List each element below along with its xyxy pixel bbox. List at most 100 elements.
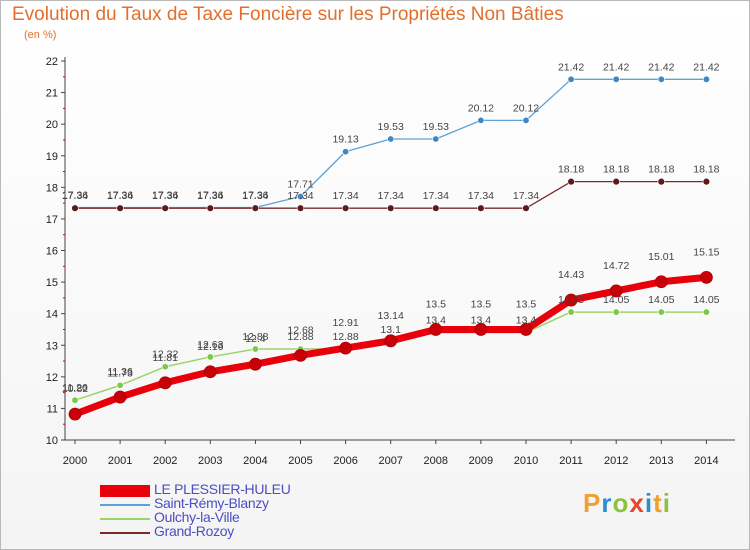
data-point xyxy=(432,204,440,212)
data-label: 13.14 xyxy=(378,310,404,322)
data-label: 11.26 xyxy=(62,382,88,394)
data-label: 17.34 xyxy=(423,190,449,202)
data-point xyxy=(612,177,620,186)
data-point xyxy=(429,323,443,336)
data-label: 13.5 xyxy=(516,298,537,310)
x-tick-label: 2009 xyxy=(469,455,493,467)
data-label: 17.34 xyxy=(62,190,88,202)
data-point xyxy=(342,148,350,156)
data-point xyxy=(519,323,533,336)
data-point xyxy=(477,204,485,212)
y-tick-label: 21 xyxy=(46,88,58,100)
data-point xyxy=(206,353,214,361)
data-label: 17.34 xyxy=(107,190,133,202)
data-label: 12.88 xyxy=(242,331,268,343)
data-label: 12.88 xyxy=(332,331,358,343)
chart-title: Evolution du Taux de Taxe Foncière sur l… xyxy=(12,4,564,25)
data-label: 15.01 xyxy=(648,251,674,263)
data-point xyxy=(702,75,710,83)
data-label: 12.68 xyxy=(287,324,313,336)
data-label: 13.5 xyxy=(471,298,492,310)
x-tick-label: 2004 xyxy=(243,455,267,467)
x-tick-label: 2011 xyxy=(559,455,583,467)
y-tick-label: 11 xyxy=(47,403,58,415)
data-label: 17.34 xyxy=(513,190,539,202)
chart-unit-label: (en %) xyxy=(24,29,57,41)
data-label: 17.36 xyxy=(107,190,133,202)
data-label: 17.34 xyxy=(332,190,358,202)
data-label: 12.32 xyxy=(152,349,178,361)
data-point xyxy=(251,345,259,353)
x-tick-label: 2002 xyxy=(153,455,177,467)
x-tick-label: 2012 xyxy=(604,455,628,467)
legend-swatch xyxy=(100,485,150,497)
x-tick-label: 2003 xyxy=(198,455,222,467)
data-label: 13.4 xyxy=(471,315,492,327)
data-label: 13.4 xyxy=(516,315,537,327)
data-point xyxy=(657,75,665,83)
data-point xyxy=(567,177,575,186)
data-label: 21.42 xyxy=(693,61,719,73)
data-point xyxy=(116,381,124,389)
y-tick-label: 19 xyxy=(46,151,58,163)
y-tick-label: 22 xyxy=(46,56,58,68)
data-label: 13.5 xyxy=(426,298,447,310)
logo-letter: P xyxy=(583,488,602,518)
data-label: 14.05 xyxy=(603,294,629,306)
data-point xyxy=(116,204,124,212)
y-tick-label: 13 xyxy=(46,340,58,352)
proxiti-logo: Proxiti xyxy=(583,488,671,519)
x-tick-label: 2008 xyxy=(424,455,448,467)
data-label: 11.73 xyxy=(107,367,133,379)
legend-label: LE PLESSIER-HULEU xyxy=(154,481,291,497)
data-point xyxy=(387,204,395,212)
data-point xyxy=(113,390,127,404)
data-point xyxy=(432,135,440,143)
data-label: 10.82 xyxy=(62,383,88,395)
data-point xyxy=(251,204,260,212)
data-label: 14.43 xyxy=(558,269,584,281)
data-label: 17.34 xyxy=(468,190,494,202)
data-point xyxy=(700,270,713,284)
data-label: 18.18 xyxy=(648,164,674,176)
data-label: 21.42 xyxy=(603,61,629,73)
data-point xyxy=(609,284,623,298)
data-label: 17.71 xyxy=(287,178,313,190)
data-point xyxy=(206,204,215,212)
data-point xyxy=(296,204,305,212)
data-point xyxy=(161,204,169,212)
x-tick-label: 2006 xyxy=(333,455,357,467)
logo-letter: x xyxy=(629,488,645,518)
logo-letter: i xyxy=(644,488,654,518)
legend-swatch xyxy=(100,532,150,534)
data-label: 17.34 xyxy=(378,190,404,202)
data-point xyxy=(294,348,307,362)
data-point xyxy=(387,135,395,143)
data-label: 17.36 xyxy=(152,190,178,202)
x-tick-label: 2013 xyxy=(649,455,673,467)
data-label: 13.1 xyxy=(380,324,401,336)
data-label: 12.88 xyxy=(287,331,313,343)
y-tick-label: 10 xyxy=(46,435,58,447)
data-point xyxy=(296,192,304,200)
data-label: 14.05 xyxy=(693,294,719,306)
y-tick-label: 15 xyxy=(46,277,58,289)
data-label: 14.05 xyxy=(558,294,584,306)
data-point xyxy=(384,334,398,348)
data-point xyxy=(248,357,262,371)
data-label: 19.13 xyxy=(332,134,358,146)
data-label: 14.72 xyxy=(603,260,629,272)
x-tick-label: 2007 xyxy=(378,455,402,467)
data-point xyxy=(203,365,217,379)
data-label: 20.12 xyxy=(513,102,539,114)
data-point xyxy=(567,308,575,316)
logo-letter: r xyxy=(601,488,613,518)
data-point xyxy=(474,323,488,336)
data-label: 21.42 xyxy=(648,61,674,73)
series-line-saint-remy-blanzy xyxy=(74,78,708,209)
data-label: 17.34 xyxy=(242,190,268,202)
data-point xyxy=(564,293,578,307)
data-label: 21.42 xyxy=(558,61,584,73)
data-point xyxy=(612,75,620,83)
